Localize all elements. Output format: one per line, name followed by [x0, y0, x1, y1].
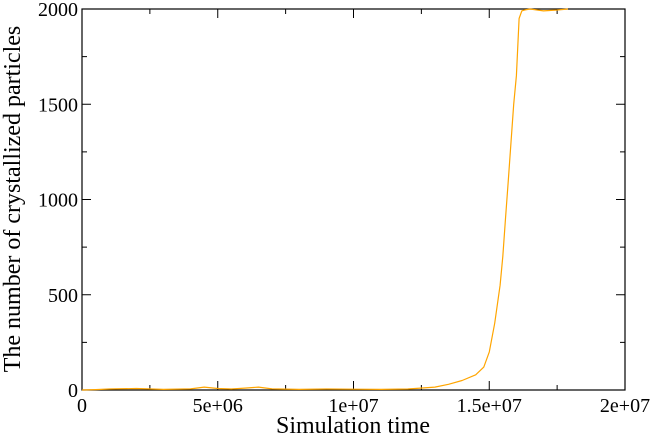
plot-frame — [81, 8, 626, 391]
x-tick-label: 2e+07 — [600, 395, 650, 417]
y-axis-label: The number of crystallized particles — [0, 26, 26, 373]
x-tick-label: 0 — [77, 395, 87, 417]
y-tick-label: 2000 — [38, 0, 78, 21]
x-axis-label: Simulation time — [276, 413, 430, 437]
x-tick-label: 1e+07 — [328, 395, 378, 417]
y-tick-label: 1000 — [38, 190, 78, 212]
axis-tick-labels: 0 5e+06 1e+07 1.5e+07 2e+07 0 500 1000 1500 2000 — [38, 0, 650, 417]
x-tick-label: 5e+06 — [193, 395, 243, 417]
series-line — [81, 8, 569, 391]
x-tick-label: 1.5e+07 — [457, 395, 522, 417]
y-tick-label: 500 — [48, 285, 78, 307]
y-tick-label: 0 — [68, 380, 78, 402]
y-tick-label: 1500 — [38, 94, 78, 116]
axis-ticks — [81, 8, 626, 391]
